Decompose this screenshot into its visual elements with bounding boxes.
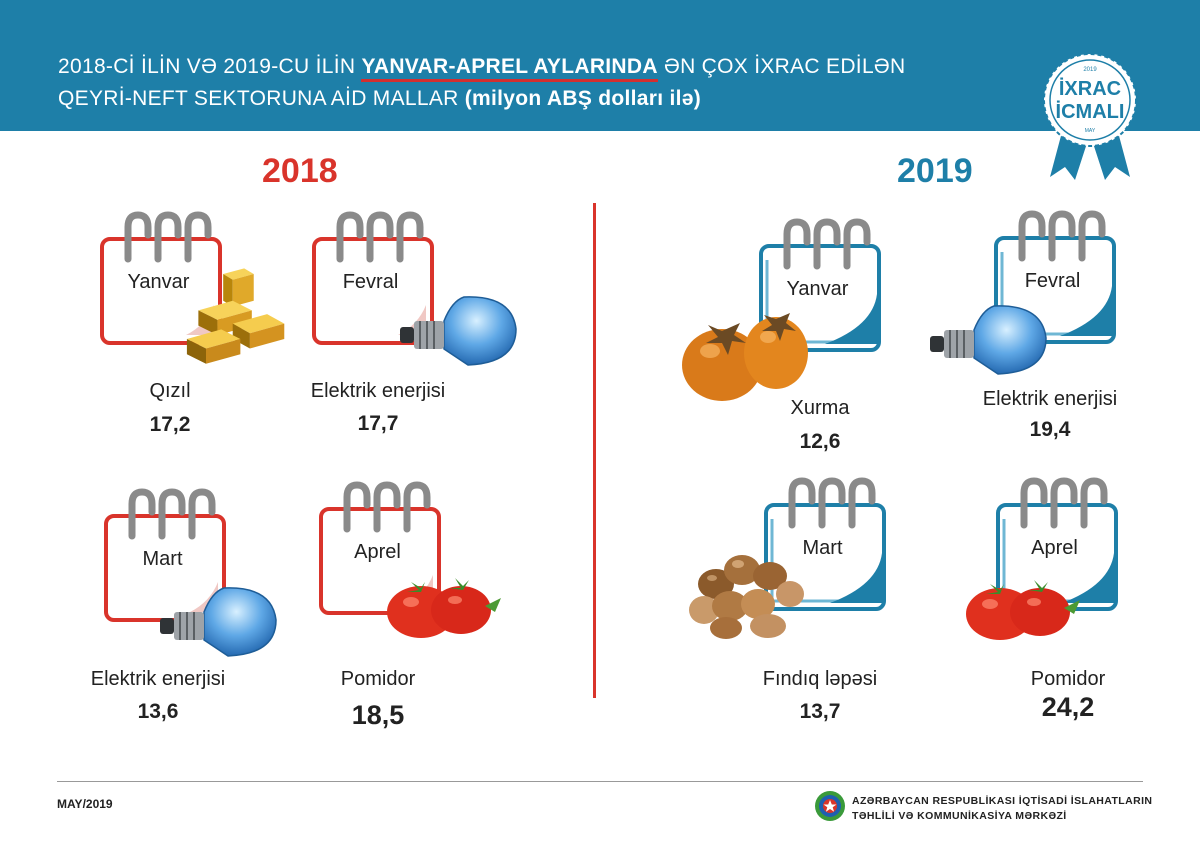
title-text: ƏN ÇOX İXRAC EDİLƏN — [657, 55, 906, 78]
title-text: QEYRİ-NEFT SEKTORUNA AİD MALLAR — [58, 87, 465, 110]
product-value: 24,2 — [1041, 692, 1095, 722]
month-label: Aprel — [354, 541, 401, 563]
product-label: Qızıl — [149, 380, 191, 402]
product-value: 12,6 — [799, 430, 841, 453]
product-value: 19,4 — [1029, 418, 1071, 441]
calendar-2018-feb: Fevral — [308, 207, 443, 337]
light-bulb-icon — [392, 293, 522, 373]
year-2019-heading: 2019 — [897, 152, 973, 190]
product-value: 17,7 — [357, 412, 399, 435]
month-label: Yanvar — [786, 278, 849, 300]
product-label: Fındıq ləpəsi — [762, 668, 878, 690]
org-line1: AZƏRBAYCAN RESPUBLİKASI İQTİSADİ İSLAHAT… — [852, 795, 1153, 807]
calendar-2018-apr: Aprel — [315, 477, 450, 607]
gold-bars-icon — [185, 262, 290, 372]
product-label: Elektrik enerjisi — [90, 668, 226, 690]
state-emblem-icon — [815, 791, 845, 821]
light-bulb-icon — [922, 302, 1052, 382]
title-text: 2018-Cİ İLİN VƏ 2019-CU İLİN — [58, 55, 362, 78]
month-label: Fevral — [1024, 270, 1081, 292]
footer-date: MAY/2019 — [57, 797, 113, 811]
product-label: Pomidor — [340, 668, 416, 690]
header-title-line1: 2018-Cİ İLİN VƏ 2019-CU İLİN YANVAR-APRE… — [58, 55, 906, 82]
footer-organization: AZƏRBAYCAN RESPUBLİKASI İQTİSADİ İSLAHAT… — [852, 794, 1152, 824]
year-2018-heading: 2018 — [262, 152, 338, 190]
calendar-2019-mar: Mart — [760, 473, 895, 603]
product-label: Elektrik enerjisi — [982, 388, 1118, 410]
tomato-icon — [964, 572, 1084, 642]
product-value: 13,6 — [137, 700, 179, 723]
org-line2: TƏHLİLİ VƏ KOMMUNİKASİYA MƏRKƏZİ — [852, 810, 1067, 822]
footer-divider — [57, 781, 1143, 782]
header-banner: 2018-Cİ İLİN VƏ 2019-CU İLİN YANVAR-APRE… — [0, 0, 1200, 131]
month-label: Yanvar — [127, 271, 190, 293]
ixrac-icmali-badge-icon: 2019 İXRAC İCMALI MAY — [1043, 53, 1137, 180]
badge-line1: İXRAC — [1059, 77, 1121, 100]
badge-line2: İCMALI — [1056, 100, 1125, 123]
title-highlight: YANVAR-APREL AYLARINDA — [361, 55, 658, 82]
calendar-2018-mar: Mart — [100, 484, 235, 614]
light-bulb-icon — [152, 584, 282, 664]
tomato-icon — [385, 570, 505, 640]
product-label: Xurma — [790, 397, 850, 419]
product-label: Elektrik enerjisi — [310, 380, 446, 402]
badge-month: MAY — [1085, 128, 1096, 134]
calendar-2018-jan: Yanvar — [96, 207, 231, 337]
header-title-line2: QEYRİ-NEFT SEKTORUNA AİD MALLAR (milyon … — [58, 87, 701, 111]
year-divider — [593, 203, 596, 698]
month-label: Fevral — [342, 271, 399, 293]
hazelnut-icon — [686, 540, 806, 640]
persimmon-icon — [680, 305, 810, 405]
title-unit: (milyon ABŞ dolları ilə) — [464, 87, 702, 110]
product-label: Pomidor — [1030, 668, 1106, 690]
month-label: Mart — [142, 548, 183, 570]
month-label: Aprel — [1031, 537, 1078, 559]
calendar-2019-jan: Yanvar — [755, 214, 890, 344]
calendar-2019-feb: Fevral — [990, 206, 1125, 336]
month-label: Mart — [802, 537, 843, 559]
product-value: 18,5 — [351, 700, 405, 730]
product-value: 13,7 — [799, 700, 841, 723]
badge-year: 2019 — [1083, 67, 1097, 73]
product-value: 17,2 — [149, 413, 191, 436]
calendar-2019-apr: Aprel — [992, 473, 1127, 603]
